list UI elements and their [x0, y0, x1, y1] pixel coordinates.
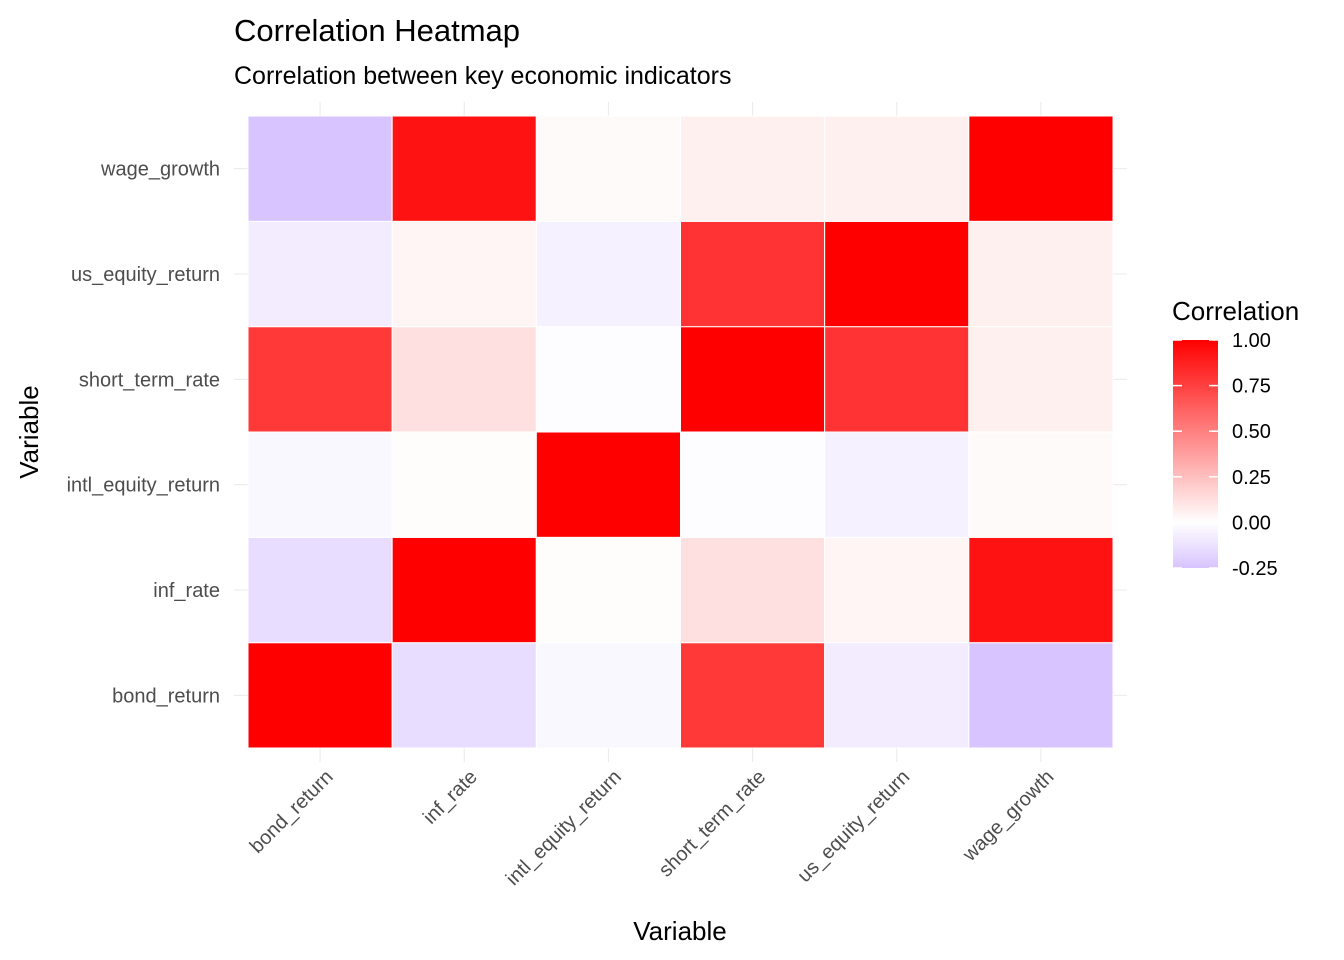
- y-tick-label: inf_rate: [153, 580, 220, 602]
- chart-title: Correlation Heatmap: [234, 13, 520, 48]
- x-tick-label: us_equity_return: [793, 766, 914, 887]
- heatmap-cell-us_equity_return-us_equity_return: [824, 220, 970, 328]
- heatmap-cell-inf_rate-inf_rate: [391, 536, 537, 644]
- heatmap-cell-bond_return-bond_return: [247, 642, 393, 749]
- legend: Correlation 1.00 0.75 0.50 0.25 0.00 -0.25: [1172, 296, 1299, 580]
- heatmap-cell-bond_return-inf_rate: [247, 536, 393, 644]
- heatmap-cell-inf_rate-intl_equity_return: [391, 431, 537, 538]
- heatmap-cell-intl_equity_return-wage_growth: [535, 115, 681, 222]
- legend-label: 0.75: [1232, 376, 1271, 398]
- heatmap-cell-inf_rate-us_equity_return: [391, 220, 537, 328]
- y-tick-label: bond_return: [112, 685, 220, 707]
- heatmap-cell-wage_growth-intl_equity_return: [968, 431, 1114, 538]
- heatmap-cell-intl_equity_return-intl_equity_return: [535, 431, 681, 538]
- x-tick-label: short_term_rate: [655, 766, 770, 881]
- legend-label: 0.00: [1232, 512, 1271, 534]
- legend-label: 0.25: [1232, 467, 1271, 489]
- heatmap-cell-us_equity_return-intl_equity_return: [824, 431, 970, 538]
- heatmap-cell-short_term_rate-inf_rate: [680, 536, 826, 644]
- heatmap-cell-us_equity_return-bond_return: [824, 642, 970, 749]
- x-tick-label: intl_equity_return: [502, 766, 626, 890]
- legend-colorbar: [1173, 340, 1218, 568]
- heatmap-cell-short_term_rate-bond_return: [680, 642, 826, 749]
- y-tick-label: intl_equity_return: [67, 475, 220, 497]
- legend-title: Correlation: [1172, 296, 1299, 326]
- legend-label: 1.00: [1232, 330, 1271, 352]
- heatmap-cells: [247, 115, 1114, 749]
- y-tick-label: short_term_rate: [79, 369, 220, 391]
- heatmap-cell-inf_rate-wage_growth: [391, 115, 537, 222]
- heatmap-cell-bond_return-intl_equity_return: [247, 431, 393, 538]
- heatmap-cell-short_term_rate-short_term_rate: [680, 326, 826, 433]
- x-axis-title: Variable: [633, 916, 726, 946]
- heatmap-cell-intl_equity_return-bond_return: [535, 642, 681, 749]
- heatmap-cell-intl_equity_return-short_term_rate: [535, 326, 681, 433]
- heatmap-cell-short_term_rate-wage_growth: [680, 115, 826, 222]
- y-axis-title: Variable: [14, 385, 44, 478]
- heatmap-cell-short_term_rate-intl_equity_return: [680, 431, 826, 538]
- legend-label: -0.25: [1232, 558, 1278, 580]
- legend-label: 0.50: [1232, 421, 1271, 443]
- heatmap-cell-wage_growth-wage_growth: [968, 115, 1114, 222]
- heatmap-cell-inf_rate-bond_return: [391, 642, 537, 749]
- x-axis-ticks: bond_return inf_rate intl_equity_return sho…: [246, 766, 1059, 890]
- y-tick-label: wage_growth: [100, 159, 220, 181]
- heatmap-cell-us_equity_return-wage_growth: [824, 115, 970, 222]
- x-tick-label: bond_return: [246, 766, 338, 858]
- heatmap-cell-short_term_rate-us_equity_return: [680, 220, 826, 328]
- heatmap-cell-wage_growth-short_term_rate: [968, 326, 1114, 433]
- heatmap-cell-intl_equity_return-us_equity_return: [535, 220, 681, 328]
- heatmap-cell-bond_return-wage_growth: [247, 115, 393, 222]
- heatmap-cell-wage_growth-us_equity_return: [968, 220, 1114, 328]
- chart-subtitle: Correlation between key economic indicat…: [234, 62, 731, 90]
- x-tick-label: inf_rate: [419, 766, 482, 829]
- heatmap-cell-bond_return-us_equity_return: [247, 220, 393, 328]
- y-tick-label: us_equity_return: [71, 264, 220, 286]
- x-tick-label: wage_growth: [958, 766, 1058, 866]
- heatmap-cell-wage_growth-inf_rate: [968, 536, 1114, 644]
- heatmap-cell-us_equity_return-inf_rate: [824, 536, 970, 644]
- heatmap-cell-inf_rate-short_term_rate: [391, 326, 537, 433]
- heatmap-cell-bond_return-short_term_rate: [247, 326, 393, 433]
- heatmap-cell-wage_growth-bond_return: [968, 642, 1114, 749]
- heatmap-cell-us_equity_return-short_term_rate: [824, 326, 970, 433]
- heatmap-cell-intl_equity_return-inf_rate: [535, 536, 681, 644]
- y-axis-ticks: bond_return inf_rate intl_equity_return sho…: [67, 159, 220, 708]
- legend-ticks: 1.00 0.75 0.50 0.25 0.00 -0.25: [1173, 330, 1278, 580]
